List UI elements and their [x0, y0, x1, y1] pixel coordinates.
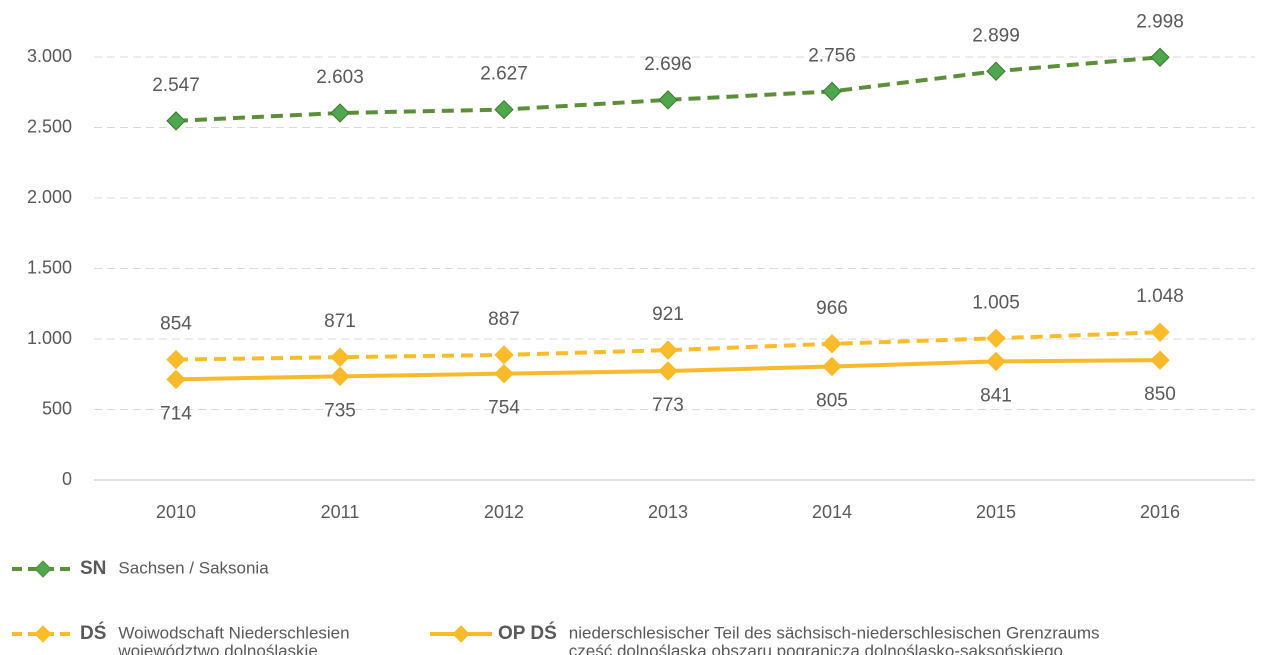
marker	[166, 349, 186, 370]
data-label: 2.696	[644, 54, 692, 75]
legend-name: OP DŚ	[498, 622, 557, 644]
data-label: 2.998	[1136, 11, 1184, 32]
data-label: 2.899	[972, 25, 1020, 46]
marker	[822, 81, 842, 102]
data-label: 1.048	[1136, 286, 1184, 307]
data-label: 887	[488, 309, 520, 330]
legend-marker	[34, 625, 52, 643]
x-tick-label: 2015	[976, 502, 1016, 522]
x-tick-label: 2010	[156, 502, 196, 522]
marker	[822, 334, 842, 354]
marker	[330, 366, 350, 387]
data-label: 871	[324, 311, 356, 332]
y-tick-label: 1.000	[27, 328, 72, 348]
legend-description: Woiwodschaft Niederschlesien	[118, 623, 349, 642]
marker	[1150, 322, 1170, 342]
legend-description: Sachsen / Saksonia	[118, 558, 269, 577]
x-tick-label: 2011	[321, 502, 360, 522]
data-label: 921	[652, 304, 684, 325]
marker	[1150, 47, 1170, 67]
legend-marker	[452, 625, 470, 643]
x-tick-label: 2016	[1140, 502, 1180, 522]
marker	[658, 90, 678, 110]
data-label: 841	[980, 385, 1012, 406]
marker	[494, 363, 514, 384]
data-label: 854	[160, 314, 192, 335]
data-label: 2.756	[808, 45, 856, 66]
legend-name: DŚ	[80, 622, 106, 644]
marker	[658, 340, 678, 360]
x-tick-label: 2013	[648, 502, 688, 522]
data-label: 966	[816, 298, 848, 319]
y-tick-label: 3.000	[27, 46, 72, 66]
marker	[658, 361, 678, 381]
data-label: 754	[488, 398, 520, 419]
data-label: 2.627	[480, 64, 528, 85]
data-label: 850	[1144, 384, 1176, 405]
y-tick-label: 2.000	[27, 187, 72, 207]
marker	[166, 369, 186, 390]
x-tick-label: 2014	[812, 502, 852, 522]
legend-marker	[34, 560, 52, 578]
data-label: 714	[160, 403, 192, 424]
data-label: 2.547	[152, 75, 200, 96]
marker	[822, 356, 842, 377]
y-tick-label: 1.500	[27, 257, 72, 277]
data-label: 1.005	[972, 292, 1020, 313]
x-tick-label: 2012	[484, 502, 524, 522]
data-label: 773	[652, 395, 684, 416]
y-tick-label: 500	[42, 398, 72, 418]
marker	[166, 111, 186, 131]
legend-name: SN	[80, 558, 106, 579]
marker	[986, 328, 1006, 349]
legend-description: część dolnośląska obszaru pogranicza dol…	[569, 641, 1063, 655]
marker	[494, 99, 514, 120]
marker	[1150, 350, 1170, 370]
data-label: 805	[816, 391, 848, 412]
data-label: 735	[324, 400, 356, 421]
marker	[330, 347, 350, 367]
y-tick-label: 0	[62, 469, 72, 489]
marker	[330, 103, 350, 123]
marker	[494, 345, 514, 365]
legend-description: niederschlesischer Teil des sächsisch-ni…	[569, 623, 1100, 642]
data-label: 2.603	[316, 67, 364, 88]
marker	[986, 351, 1006, 372]
y-tick-label: 2.500	[27, 116, 72, 136]
marker	[986, 61, 1006, 81]
legend-description: województwo dolnośląskie	[117, 641, 317, 655]
